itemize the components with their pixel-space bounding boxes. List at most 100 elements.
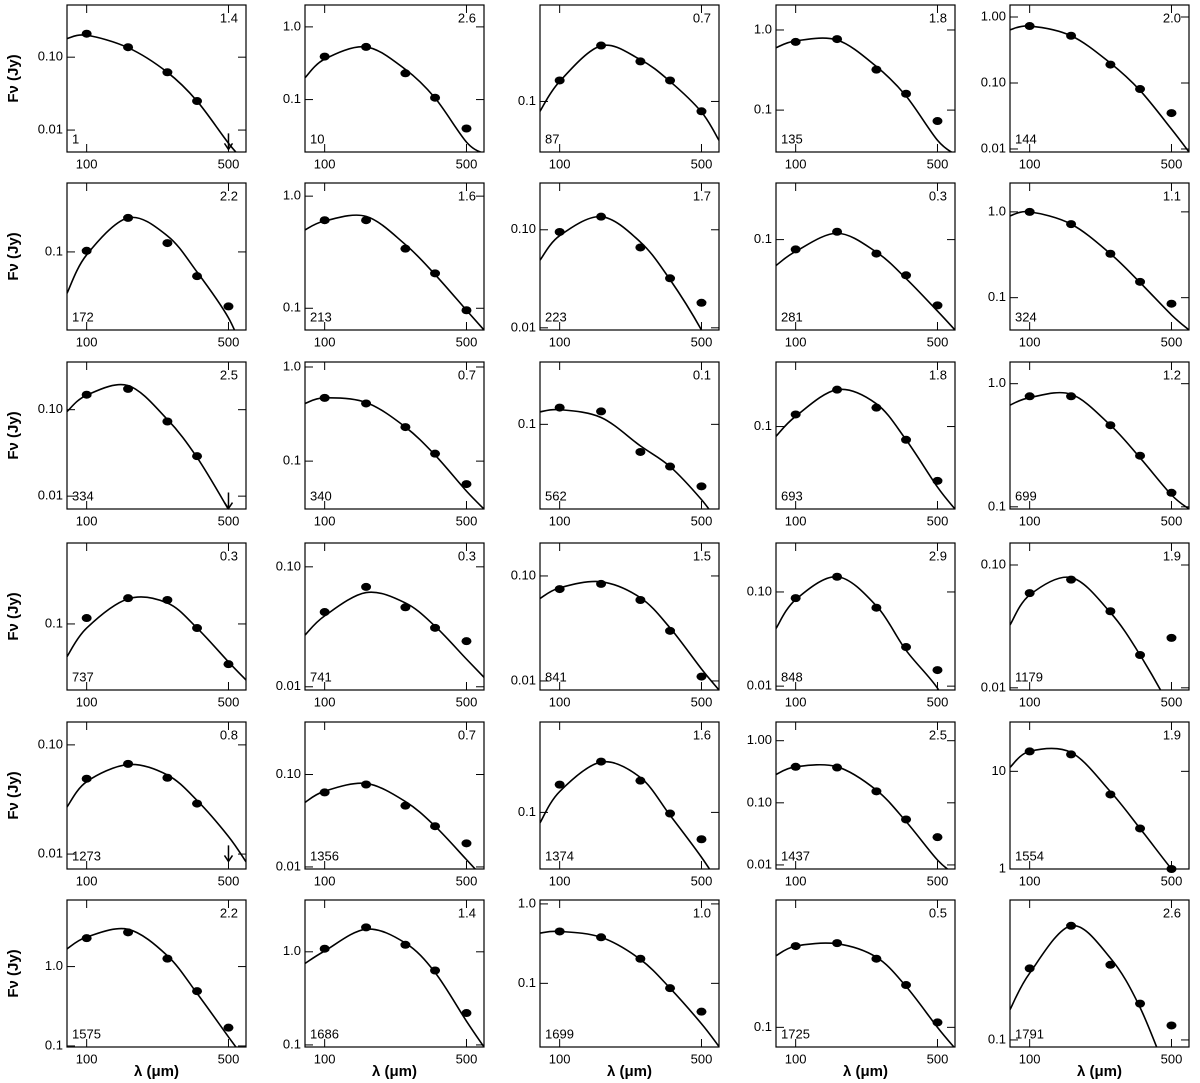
source-id: 281 [781, 309, 803, 324]
x-tick-label: 100 [1019, 334, 1041, 349]
y-tick-label: 0.1 [518, 804, 536, 819]
data-point [123, 43, 134, 52]
data-point [81, 934, 92, 943]
x-tick-label: 500 [927, 1051, 949, 1066]
data-point [1024, 392, 1035, 401]
x-tick-label: 100 [314, 156, 336, 171]
panel-frame [66, 361, 247, 510]
y-tick-label: 0.01 [511, 672, 536, 687]
data-point [400, 423, 411, 432]
data-point [81, 774, 92, 783]
data-point [1066, 575, 1077, 584]
y-tick-label: 0.1 [283, 300, 301, 315]
x-tick-label: 500 [1161, 156, 1183, 171]
upper-limit-arrow [223, 133, 234, 151]
y-tick-label: 0.1 [754, 418, 772, 433]
panel-annotation: 2.5 [929, 727, 947, 742]
panel-frame [304, 4, 485, 153]
source-id: 848 [781, 669, 803, 684]
panel-annotation: 0.3 [929, 188, 947, 203]
x-tick-label: 500 [927, 513, 949, 528]
source-id: 87 [545, 131, 559, 146]
y-tick-label: 0.01 [38, 121, 63, 136]
data-point [665, 462, 676, 471]
y-tick-label: 0.01 [747, 856, 772, 871]
y-axis-title: Fν (Jy) [5, 949, 22, 997]
data-point [901, 643, 912, 652]
panel-frame [304, 182, 485, 331]
x-tick-label: 100 [549, 156, 571, 171]
data-point [400, 244, 411, 253]
source-id: 737 [72, 669, 94, 684]
source-id: 10 [310, 131, 324, 146]
data-point [1066, 392, 1077, 401]
data-point [319, 608, 330, 617]
panel-annotation: 1.5 [693, 548, 711, 563]
y-tick-label: 0.10 [981, 74, 1006, 89]
y-tick-label: 0.10 [276, 766, 301, 781]
data-point [932, 476, 943, 485]
data-point [596, 41, 607, 50]
x-tick-label: 100 [76, 334, 98, 349]
x-tick-label: 100 [314, 873, 336, 888]
panel-frame [1009, 361, 1190, 510]
y-tick-label: 10 [992, 763, 1006, 778]
data-point [1066, 921, 1077, 930]
x-tick-label: 500 [218, 513, 240, 528]
y-tick-label: 0.1 [988, 289, 1006, 304]
data-point [1166, 488, 1177, 497]
y-tick-label: 0.01 [276, 678, 301, 693]
x-tick-label: 500 [218, 694, 240, 709]
data-point [871, 787, 882, 796]
source-id: 699 [1015, 488, 1037, 503]
data-point [192, 272, 203, 281]
data-point [1066, 750, 1077, 759]
panel-annotation: 2.2 [220, 905, 238, 920]
data-point [1135, 651, 1146, 660]
data-point [665, 274, 676, 283]
y-tick-label: 1.0 [988, 203, 1006, 218]
x-tick-label: 100 [785, 1051, 807, 1066]
x-axis-title: λ (μm) [1077, 1063, 1122, 1080]
data-point [81, 614, 92, 623]
data-point [461, 480, 472, 489]
fit-curve [776, 388, 955, 509]
fit-curve [305, 591, 484, 678]
data-point [871, 954, 882, 963]
data-point [123, 594, 134, 603]
panel-frame [1009, 721, 1190, 870]
data-point [223, 1023, 234, 1032]
data-point [192, 624, 203, 633]
data-point [430, 93, 441, 102]
x-tick-label: 500 [927, 694, 949, 709]
data-point [596, 579, 607, 588]
data-point [932, 117, 943, 126]
y-tick-label: 0.1 [754, 231, 772, 246]
panel-annotation: 1.8 [929, 10, 947, 25]
y-axis-title: Fν (Jy) [5, 54, 22, 102]
data-point [461, 637, 472, 646]
x-tick-label: 500 [1161, 1051, 1183, 1066]
panel-frame [66, 899, 247, 1048]
source-id: 1356 [310, 848, 339, 863]
panel-frame [304, 899, 485, 1048]
y-axis-title: Fν (Jy) [5, 592, 22, 640]
data-point [162, 417, 173, 426]
x-tick-label: 100 [785, 156, 807, 171]
panel-annotation: 2.0 [1163, 10, 1181, 25]
x-tick-label: 100 [76, 694, 98, 709]
source-id: 1179 [1015, 669, 1043, 684]
data-point [192, 97, 203, 106]
source-id: 562 [545, 488, 567, 503]
source-id: 135 [781, 131, 803, 146]
data-point [319, 216, 330, 225]
y-tick-label: 0.10 [276, 558, 301, 573]
data-point [1066, 220, 1077, 229]
x-tick-label: 500 [456, 873, 478, 888]
panel-annotation: 0.1 [693, 367, 711, 382]
data-point [665, 76, 676, 85]
data-point [1024, 589, 1035, 598]
fit-curve [776, 37, 953, 152]
x-tick-label: 100 [1019, 873, 1041, 888]
